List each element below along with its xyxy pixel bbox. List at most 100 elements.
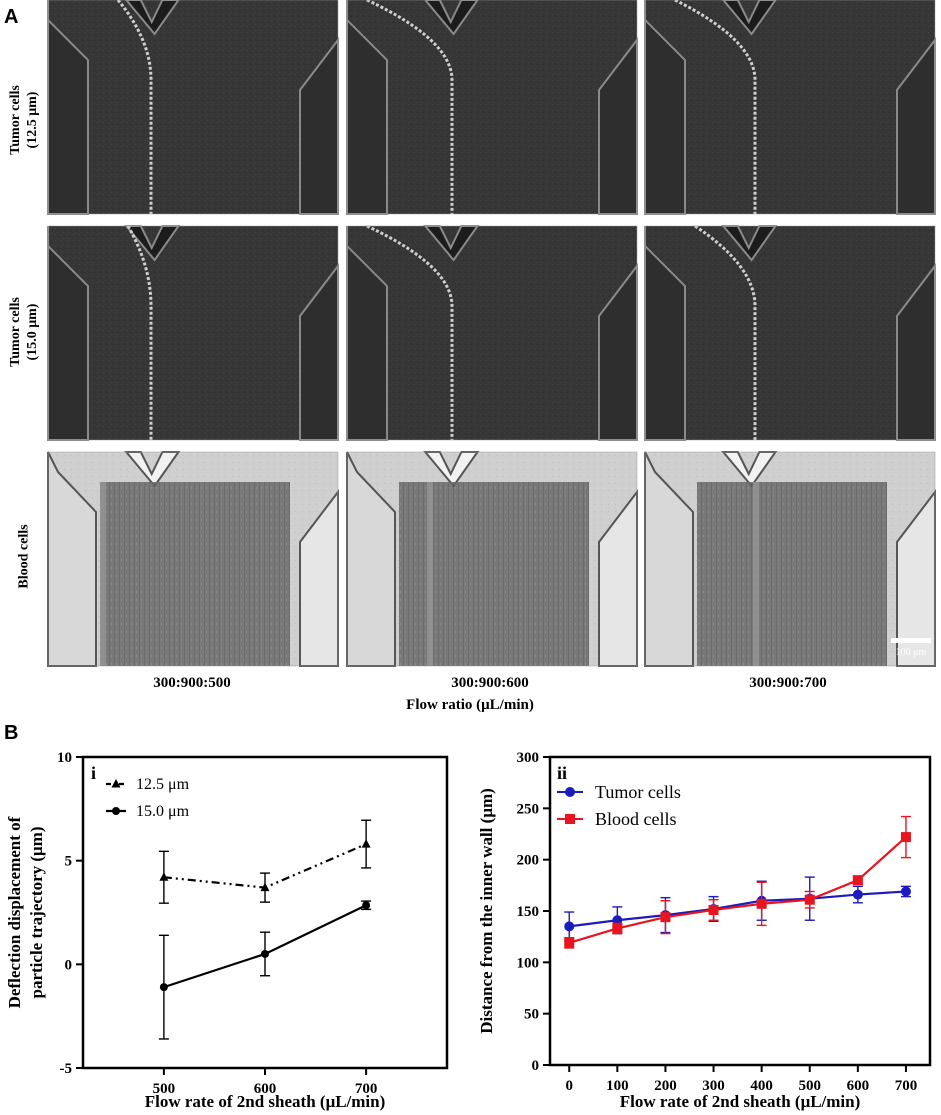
micrograph-border	[644, 451, 936, 667]
cii-ytick-label: 300	[517, 750, 540, 766]
micrograph-background	[645, 0, 935, 214]
legend-marker-1	[112, 807, 120, 815]
chart-i-ylabel-line1: Deflection displacement of	[5, 816, 24, 1008]
splitter-tip	[721, 0, 777, 36]
micrograph-border	[346, 225, 638, 441]
micrograph-border	[346, 451, 638, 667]
cii-ytick-label: 100	[517, 955, 540, 971]
cii-point-1	[564, 937, 575, 948]
legend-label-1: Blood cells	[595, 809, 677, 829]
cii-series-line-1	[568, 836, 907, 944]
ci-point-1	[159, 983, 168, 992]
ci-ytick-label: 10	[57, 750, 72, 766]
blood-cell-stream	[100, 482, 290, 666]
micrograph-background	[48, 0, 338, 214]
micrograph-border	[644, 0, 936, 215]
micrograph-tumor-15.0-300:900:700	[644, 224, 936, 441]
micrograph-background	[48, 226, 338, 440]
cii-point-1	[612, 923, 623, 934]
micrograph-border	[346, 0, 638, 215]
panel-a-letter: A	[4, 6, 19, 28]
legend-marker-0	[111, 779, 121, 788]
cii-point-1	[708, 904, 719, 915]
cii-xtick-label: 600	[847, 1078, 870, 1094]
chart-ii-panel-label: ii	[557, 763, 567, 783]
legend-marker-0	[565, 787, 575, 797]
ci-point-1	[362, 901, 371, 910]
micrograph-tumor-15.0-300:900:500	[47, 225, 339, 441]
blood-cell-band	[753, 482, 759, 666]
micrograph-tumor-12.5-300:900:700	[644, 0, 936, 215]
particle-trajectory	[126, 225, 153, 440]
legend-label-0: Tumor cells	[595, 782, 681, 802]
particle-trajectory	[694, 224, 757, 440]
cii-xtick-label: 200	[654, 1078, 677, 1094]
scale-bar: 100 μm	[891, 638, 931, 658]
panel-b-letter: B	[4, 722, 19, 744]
particle-trajectory	[674, 0, 757, 214]
cii-ytick-label: 250	[517, 801, 540, 817]
chart-i-panel-label: i	[91, 763, 96, 783]
column-label-600: 300:900:600	[451, 675, 529, 691]
particle-trajectory	[366, 224, 454, 440]
micrograph-tumor-12.5-300:900:600	[346, 0, 638, 215]
blood-cell-band	[100, 482, 106, 666]
cii-point-1	[756, 898, 767, 909]
micrograph-blood-300:900:700	[644, 451, 936, 667]
cii-point-1	[852, 875, 863, 886]
chart-deflection: 500 600 700 -5 0 5 10 i Flow rate of 2nd sheat…	[5, 750, 449, 1111]
chart-ii-ylabel: Distance from the inner wall (μm)	[477, 788, 496, 1034]
column-label-500: 300:900:500	[153, 675, 231, 691]
scale-bar-line	[891, 638, 931, 643]
cii-ytick-label: 50	[524, 1007, 539, 1023]
cii-point-0	[564, 921, 575, 932]
chart-ii-frame	[548, 755, 932, 1067]
ci-xtick-label: 600	[254, 1081, 277, 1097]
micrograph-tumor-12.5-300:900:500	[47, 0, 339, 215]
cii-xtick-label: 500	[798, 1078, 821, 1094]
cii-point-0	[852, 889, 863, 900]
ci-xtick-label: 500	[153, 1081, 176, 1097]
micrograph-grid	[47, 0, 936, 667]
micrograph-tumor-15.0-300:900:600	[346, 224, 638, 441]
splitter-tip	[124, 0, 180, 36]
cii-xtick-label: 700	[895, 1078, 918, 1094]
ci-point-1	[261, 949, 269, 958]
ci-xtick-label: 700	[355, 1081, 378, 1097]
micrograph-background	[347, 226, 637, 440]
chart-i-xlabel: Flow rate of 2nd sheath (μL/min)	[145, 1092, 386, 1111]
chart-ii-xlabel: Flow rate of 2nd sheath (μL/min)	[620, 1092, 861, 1111]
flow-ratio-label: Flow ratio (μL/min)	[406, 697, 534, 713]
cii-ytick-label: 0	[532, 1058, 540, 1074]
scale-bar-label: 100 μm	[896, 647, 927, 658]
micrograph-background	[645, 226, 935, 440]
cii-point-1	[660, 912, 671, 923]
cii-xtick-label: 100	[606, 1078, 629, 1094]
cii-ytick-label: 150	[517, 904, 540, 920]
cii-xtick-label: 400	[750, 1078, 773, 1094]
blood-cell-band	[427, 482, 433, 666]
cii-xtick-label: 0	[565, 1078, 573, 1094]
chart-distance: 0 100 200 300 400 500 600 700 0 50 100 150 200 250 300…	[477, 750, 932, 1111]
micrograph-border	[47, 451, 339, 667]
micrograph-border	[644, 225, 936, 441]
cii-ytick-label: 200	[517, 853, 540, 869]
ci-ytick-label: 0	[65, 957, 73, 973]
ci-ytick-label: -5	[60, 1061, 73, 1077]
ci-point-0	[260, 882, 270, 892]
cii-point-1	[804, 894, 815, 905]
column-label-700: 300:900:700	[749, 675, 827, 691]
micrograph-border	[47, 225, 339, 441]
blood-cell-stream	[697, 482, 887, 666]
micrograph-border	[47, 0, 339, 215]
ci-point-0	[361, 839, 371, 848]
legend-marker-1	[565, 814, 575, 824]
ci-point-0	[159, 872, 169, 881]
legend-label-0: 12.5 μm	[136, 776, 190, 793]
legend-label-1: 15.0 μm	[136, 803, 190, 820]
micrograph-background	[347, 0, 637, 214]
particle-trajectory	[366, 0, 454, 214]
micrograph-blood-300:900:600	[346, 451, 638, 667]
cii-series-line-0	[569, 890, 907, 928]
cii-point-1	[900, 832, 911, 843]
